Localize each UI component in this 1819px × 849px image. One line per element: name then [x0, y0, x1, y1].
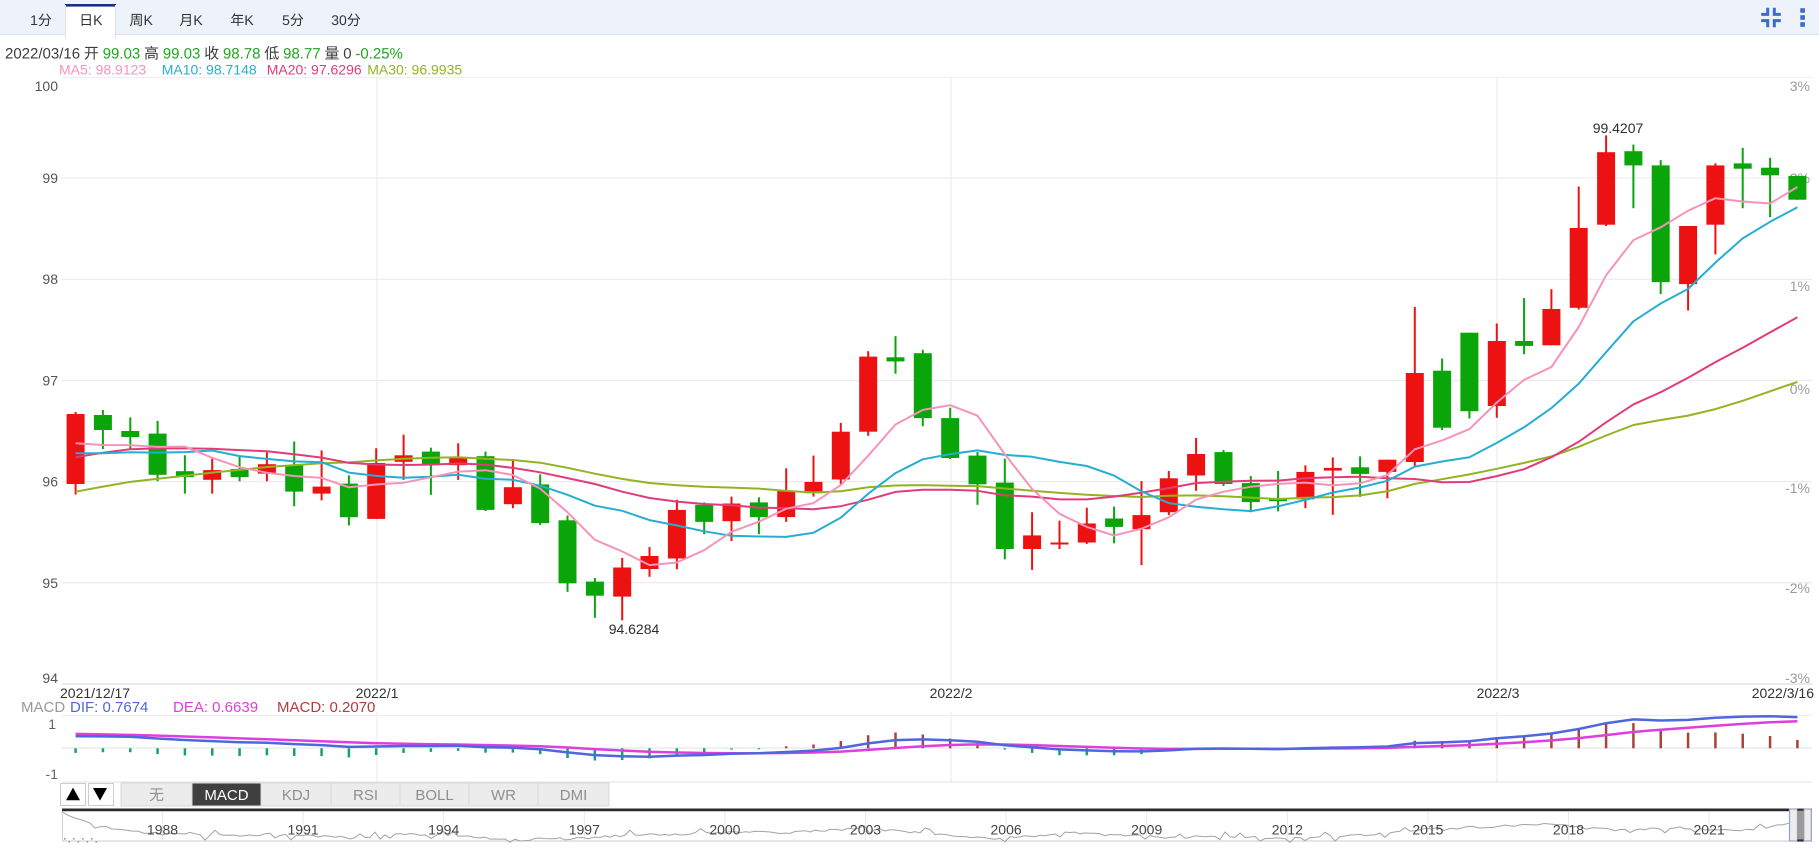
svg-text:RSI: RSI — [353, 787, 378, 804]
svg-text:WR: WR — [491, 787, 516, 804]
svg-text:2022/3/16: 2022/3/16 — [1752, 685, 1814, 701]
svg-text:94.6284: 94.6284 — [609, 621, 660, 637]
svg-text:99.4207: 99.4207 — [1593, 120, 1644, 136]
svg-text:1: 1 — [48, 716, 56, 732]
svg-text:2022/2: 2022/2 — [930, 685, 973, 701]
svg-text:3%: 3% — [1790, 78, 1810, 94]
svg-text:DEA: 0.6639: DEA: 0.6639 — [173, 699, 258, 716]
svg-text:BOLL: BOLL — [415, 787, 453, 804]
svg-text:96: 96 — [42, 474, 58, 490]
svg-text:2022/3: 2022/3 — [1477, 685, 1520, 701]
svg-text:100: 100 — [35, 78, 59, 94]
svg-text:95: 95 — [42, 575, 58, 591]
svg-text:1988: 1988 — [147, 822, 178, 838]
svg-text:99: 99 — [42, 170, 58, 186]
svg-text:MA10: 98.7148: MA10: 98.7148 — [162, 62, 257, 78]
svg-text:2009: 2009 — [1131, 822, 1162, 838]
svg-text:DMI: DMI — [560, 787, 588, 804]
svg-text:KDJ: KDJ — [282, 787, 310, 804]
svg-text:MACD: MACD — [204, 787, 248, 804]
svg-text:1991: 1991 — [288, 822, 319, 838]
svg-text:2003: 2003 — [850, 822, 881, 838]
svg-text:2015: 2015 — [1412, 822, 1443, 838]
svg-text:94: 94 — [42, 670, 58, 686]
svg-text:-2%: -2% — [1785, 580, 1810, 596]
svg-text:2012: 2012 — [1272, 822, 1303, 838]
svg-text:2021: 2021 — [1694, 822, 1725, 838]
svg-text:-1: -1 — [46, 766, 59, 782]
svg-text:2021/12/17: 2021/12/17 — [60, 685, 130, 701]
svg-text:1997: 1997 — [569, 822, 600, 838]
svg-text:-1%: -1% — [1785, 480, 1810, 496]
svg-text:MA20: 97.6296: MA20: 97.6296 — [267, 62, 362, 78]
svg-text:DIF: 0.7674: DIF: 0.7674 — [70, 699, 148, 716]
svg-text:2022/1: 2022/1 — [356, 685, 399, 701]
svg-text:0%: 0% — [1790, 381, 1810, 397]
svg-text:-3%: -3% — [1785, 670, 1810, 686]
svg-text:MA5: 98.9123: MA5: 98.9123 — [59, 62, 146, 78]
svg-text:2000: 2000 — [709, 822, 740, 838]
svg-text:MACD: MACD — [21, 699, 65, 716]
svg-text:2018: 2018 — [1553, 822, 1584, 838]
svg-text:1%: 1% — [1790, 278, 1810, 294]
svg-text:MACD: 0.2070: MACD: 0.2070 — [277, 699, 375, 716]
svg-text:2006: 2006 — [991, 822, 1022, 838]
svg-text:1994: 1994 — [428, 822, 459, 838]
svg-text:97: 97 — [42, 372, 58, 388]
svg-text:MA30: 96.9935: MA30: 96.9935 — [367, 62, 462, 78]
svg-text:98: 98 — [42, 271, 58, 287]
